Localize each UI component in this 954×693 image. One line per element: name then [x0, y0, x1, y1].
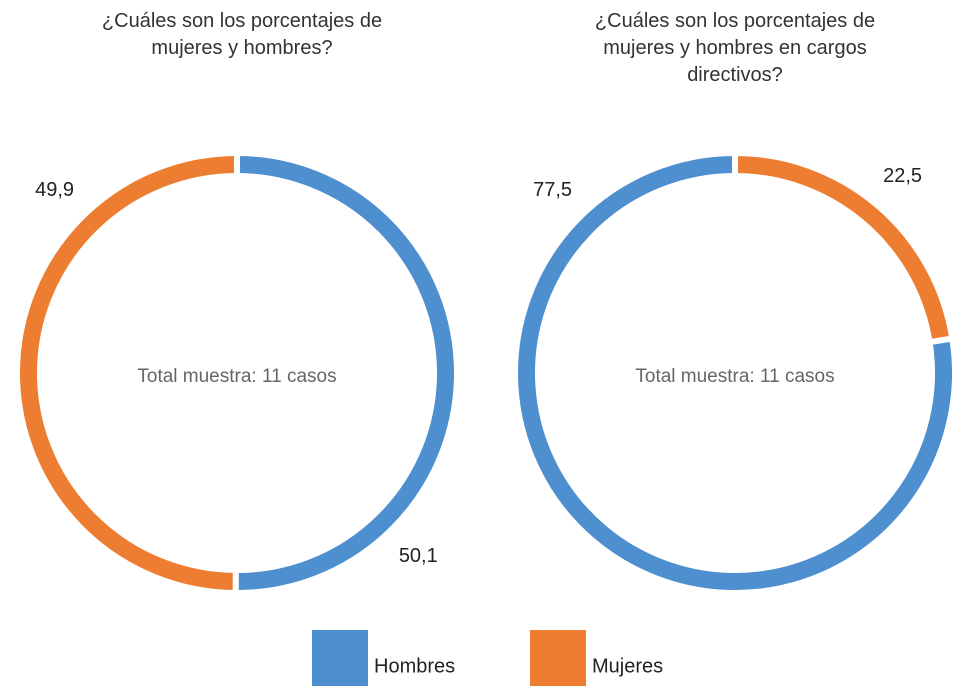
legend-label: Hombres — [374, 655, 455, 677]
center-label: Total muestra: 11 casos — [137, 366, 336, 387]
data-label: 22,5 — [883, 165, 922, 187]
legend-label: Mujeres — [592, 655, 663, 677]
legend-swatch — [312, 630, 368, 686]
data-label: 50,1 — [399, 545, 438, 567]
center-label: Total muestra: 11 casos — [635, 366, 834, 387]
donut-segment — [13, 149, 240, 597]
legend-swatch — [530, 630, 586, 686]
data-label: 49,9 — [35, 179, 74, 201]
data-label: 77,5 — [533, 179, 572, 201]
chart-title: ¿Cuáles son los porcentajes de mujeres y… — [101, 10, 383, 59]
donut-segment — [512, 149, 954, 596]
chart-title: ¿Cuáles son los porcentajes de mujeres y… — [594, 10, 876, 86]
